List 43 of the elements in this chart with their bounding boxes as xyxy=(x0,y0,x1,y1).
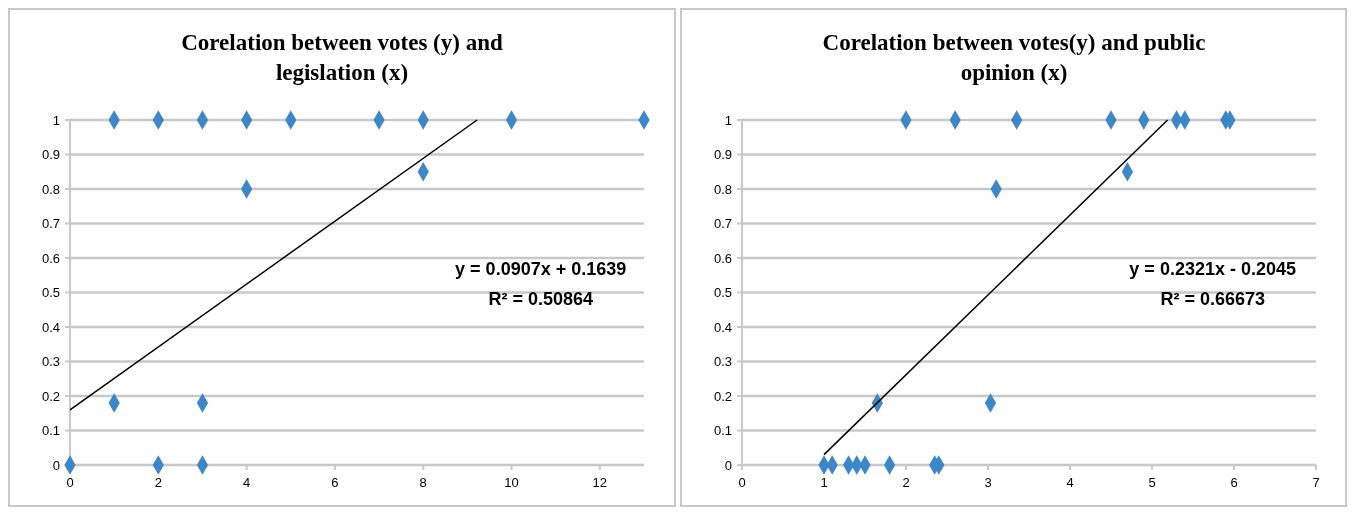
x-tick-label: 6 xyxy=(1229,475,1238,490)
chart-title: Corelation between votes(y) and public opinion (x) xyxy=(822,30,1205,85)
y-tick-label: 0.5 xyxy=(41,285,60,301)
x-tick-label: 8 xyxy=(419,475,427,490)
x-tick-label: 5 xyxy=(1147,475,1156,490)
y-tick-label: 0.7 xyxy=(713,216,732,232)
x-tick-label: 3 xyxy=(983,475,992,490)
x-tick-label: 2 xyxy=(901,475,910,490)
y-tick-label: 0 xyxy=(724,457,732,473)
x-tick-label: 4 xyxy=(1065,475,1074,490)
x-tick-label: 0 xyxy=(66,475,74,490)
y-tick-label: 0.2 xyxy=(41,388,60,404)
y-tick-label: 0.7 xyxy=(41,216,60,232)
y-tick-label: 0.1 xyxy=(713,423,732,439)
x-tick-label: 2 xyxy=(154,475,162,490)
y-tick-label: 0.9 xyxy=(41,147,60,163)
x-tick-label: 12 xyxy=(592,475,608,490)
y-tick-label: 0.4 xyxy=(41,319,60,335)
y-tick-label: 1 xyxy=(724,112,732,128)
x-tick-label: 1 xyxy=(819,475,828,490)
x-tick-label: 7 xyxy=(1311,475,1320,490)
annotation: y = 0.2321x - 0.2045 xyxy=(1128,259,1296,280)
y-tick-label: 1 xyxy=(52,112,60,128)
x-tick-label: 4 xyxy=(243,475,251,490)
y-tick-label: 0.8 xyxy=(41,181,60,197)
chart-title: Corelation between votes (y) and legislation (x) xyxy=(181,30,503,85)
annotation: R² = 0.50864 xyxy=(488,289,593,310)
x-tick-label: 0 xyxy=(737,475,746,490)
y-tick-label: 0.5 xyxy=(713,285,732,301)
y-tick-label: 0.3 xyxy=(713,354,732,370)
y-tick-label: 0.6 xyxy=(713,250,732,266)
y-tick-label: 0 xyxy=(52,457,60,473)
y-tick-label: 0.3 xyxy=(41,354,60,370)
y-tick-label: 0.2 xyxy=(713,388,732,404)
y-tick-label: 0.4 xyxy=(713,319,732,335)
y-tick-label: 0.8 xyxy=(713,181,732,197)
x-tick-label: 10 xyxy=(504,475,519,490)
y-tick-label: 0.6 xyxy=(41,250,60,266)
y-tick-label: 0.9 xyxy=(713,147,732,163)
x-tick-label: 6 xyxy=(331,475,339,490)
y-tick-label: 0.1 xyxy=(41,423,60,439)
annotation: R² = 0.66673 xyxy=(1159,289,1265,310)
annotation: y = 0.0907x + 0.1639 xyxy=(455,259,627,280)
